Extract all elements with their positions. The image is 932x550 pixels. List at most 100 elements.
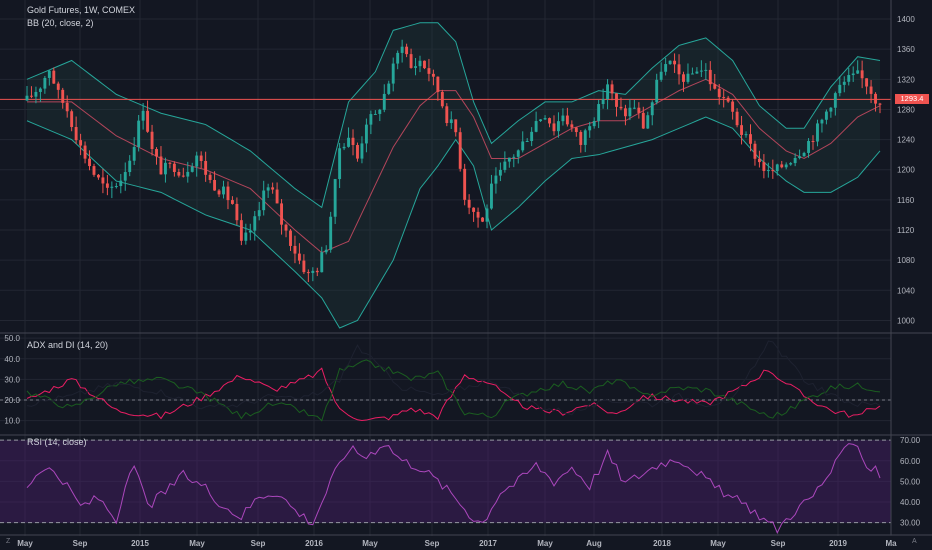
candle-body xyxy=(588,126,592,131)
candle-body xyxy=(570,124,574,128)
candle-body xyxy=(623,108,627,117)
candle-body xyxy=(490,183,493,209)
candle-body xyxy=(673,60,677,65)
x-tick-label: Sep xyxy=(425,539,440,548)
candle-body xyxy=(503,161,507,170)
candle-body xyxy=(820,119,824,124)
candle-body xyxy=(838,84,842,94)
candle-body xyxy=(878,103,882,105)
candle-body xyxy=(632,107,636,109)
candle-body xyxy=(798,156,802,158)
x-tick-label: Sep xyxy=(73,539,88,548)
candle-body xyxy=(293,245,297,254)
candle-body xyxy=(641,112,645,129)
candle-body xyxy=(530,131,534,141)
x-tick-label: 2015 xyxy=(131,539,149,548)
candle-body xyxy=(668,60,672,65)
rsi-tick-label: 70.00 xyxy=(900,436,921,445)
candle-body xyxy=(70,111,74,128)
y-tick-label: 1400 xyxy=(897,15,915,24)
candle-body xyxy=(128,160,132,173)
candle-body xyxy=(253,216,257,231)
candle-body xyxy=(619,106,623,109)
candle-body xyxy=(802,152,806,157)
candle-body xyxy=(222,186,225,195)
candle-body xyxy=(275,189,279,204)
candle-body xyxy=(248,230,252,233)
candle-body xyxy=(539,119,543,122)
candle-body xyxy=(364,124,368,144)
adx-tick-label: 40.0 xyxy=(4,355,20,364)
candle-body xyxy=(771,170,775,172)
candle-body xyxy=(516,150,520,157)
candle-body xyxy=(686,73,690,82)
candle-body xyxy=(239,220,243,241)
x-tick-label: May xyxy=(537,539,553,548)
candle-body xyxy=(414,66,417,68)
auto-scale-icon[interactable]: A xyxy=(912,538,917,545)
candle-body xyxy=(391,63,395,84)
candle-body xyxy=(557,121,560,132)
candle-body xyxy=(749,134,752,144)
candle-body xyxy=(230,200,234,204)
candle-body xyxy=(793,157,797,164)
adx-series-line xyxy=(26,359,881,422)
candle-body xyxy=(306,272,310,274)
candle-body xyxy=(775,164,779,172)
candle-body xyxy=(628,107,632,117)
adx-series-line xyxy=(26,367,881,421)
candle-body xyxy=(208,174,212,180)
candle-body xyxy=(472,207,476,212)
candle-body xyxy=(284,224,288,231)
candle-body xyxy=(168,162,172,164)
zoom-icon[interactable]: Z xyxy=(6,538,11,545)
bollinger-upper-line xyxy=(26,22,881,209)
candle-body xyxy=(597,104,601,121)
candle-body xyxy=(423,60,426,69)
candle-body xyxy=(699,70,703,72)
rsi-line xyxy=(26,443,881,534)
candle-body xyxy=(88,158,91,167)
x-tick-label: May xyxy=(17,539,33,548)
x-tick-label: 2019 xyxy=(829,539,847,548)
candle-body xyxy=(436,76,440,92)
candle-body xyxy=(847,75,851,82)
adx-indicator-label[interactable]: ADX and DI (14, 20) xyxy=(27,340,109,350)
rsi-indicator-label[interactable]: RSI (14, close) xyxy=(27,437,87,447)
x-tick-label: May xyxy=(710,539,726,548)
candle-body xyxy=(811,141,815,143)
candle-body xyxy=(65,102,69,112)
candle-body xyxy=(440,91,444,107)
candle-body xyxy=(244,232,248,241)
candle-body xyxy=(780,164,784,168)
candle-body xyxy=(360,143,364,159)
candle-body xyxy=(601,99,605,105)
candle-body xyxy=(418,60,422,67)
pane-separators xyxy=(0,0,932,536)
candle-body xyxy=(405,46,409,55)
candle-body xyxy=(789,163,793,165)
candle-body xyxy=(181,175,185,177)
candle-body xyxy=(409,54,413,68)
rsi-tick-label: 60.00 xyxy=(900,457,921,466)
candle-body xyxy=(177,171,181,176)
x-tick-label: 2016 xyxy=(305,539,323,548)
candle-body xyxy=(132,147,136,161)
candle-body xyxy=(695,71,699,74)
candle-body xyxy=(646,115,650,129)
candle-body xyxy=(347,137,350,147)
y-tick-label: 1360 xyxy=(897,45,915,54)
chart-title: Gold Futures, 1W, COMEX xyxy=(27,5,136,15)
candle-body xyxy=(463,168,467,200)
adx-pane xyxy=(0,340,891,422)
candle-body xyxy=(262,190,266,211)
candle-body xyxy=(579,132,583,145)
candle-body xyxy=(807,141,810,153)
candle-body xyxy=(373,113,377,115)
bb-indicator-label[interactable]: BB (20, close, 2) xyxy=(27,18,94,28)
x-tick-label: Aug xyxy=(586,539,602,548)
candle-body xyxy=(856,70,860,74)
rsi-tick-label: 50.00 xyxy=(900,477,921,486)
candle-body xyxy=(186,171,190,177)
